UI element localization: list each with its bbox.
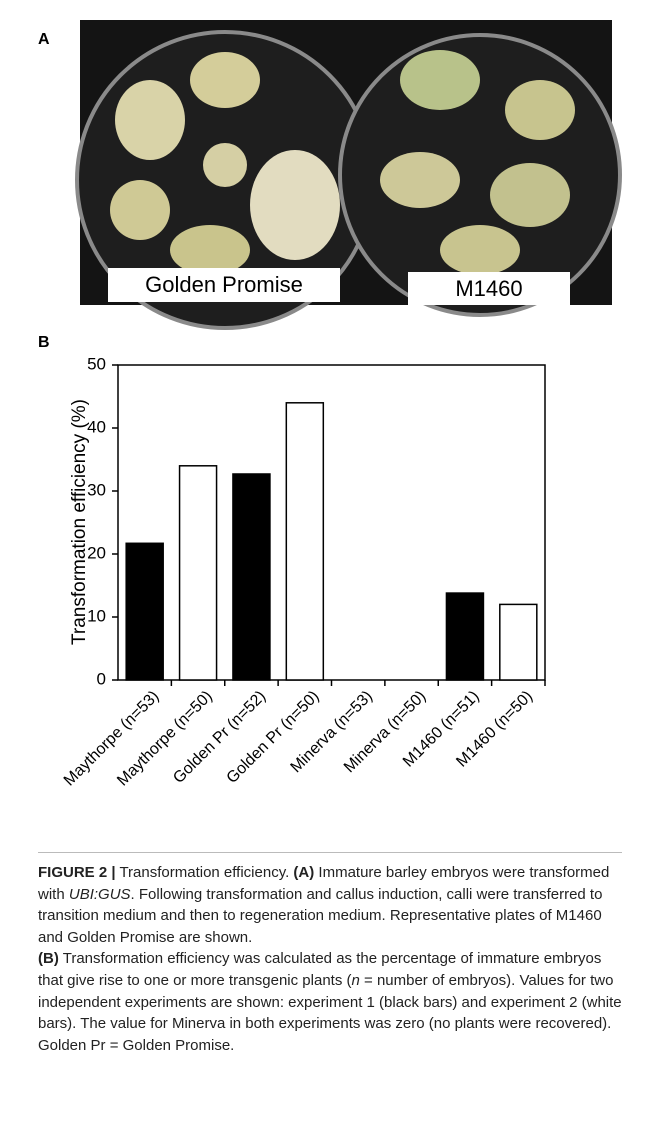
panel-label: A: [38, 31, 50, 48]
photo: Golden Promise M1460: [77, 20, 620, 328]
divider: [38, 852, 622, 853]
bar: [446, 593, 483, 680]
part-label: (B): [38, 950, 59, 967]
y-tick-label: 30: [87, 480, 106, 499]
bar: [126, 543, 163, 680]
y-tick-label: 0: [97, 669, 106, 688]
x-tick-label: Golden Pr (n=52): [170, 688, 269, 787]
figure-label: FIGURE 2 |: [38, 864, 116, 881]
gene-name: UBI:GUS: [69, 886, 131, 903]
caption-paragraph: FIGURE 2 | Transformation efficiency. (A…: [38, 862, 628, 948]
x-tick-label: Maythorpe (n=53): [61, 688, 163, 790]
y-tick-label: 20: [87, 543, 106, 562]
bar: [286, 403, 323, 680]
photo-label: M1460: [455, 276, 522, 301]
x-tick-label: Maythorpe (n=50): [114, 688, 216, 790]
bar: [500, 604, 537, 680]
y-tick-label: 10: [87, 606, 106, 625]
caption-title: Transformation efficiency.: [119, 864, 289, 881]
bar: [233, 474, 270, 680]
figure: A Golden Promise M1460 B Transformation …: [0, 0, 657, 845]
caption: FIGURE 2 | Transformation efficiency. (A…: [38, 862, 628, 1056]
panel-label: B: [38, 334, 50, 351]
y-tick-label: 40: [87, 417, 106, 436]
bar: [180, 466, 217, 680]
symbol: n: [352, 972, 360, 989]
part-label: (A): [293, 864, 314, 881]
x-tick-label: Golden Pr (n=50): [223, 688, 322, 787]
y-tick-label: 50: [87, 354, 106, 373]
caption-paragraph: (B) Transformation efficiency was calcul…: [38, 948, 628, 1056]
photo-label: Golden Promise: [145, 272, 303, 297]
page: A Golden Promise M1460 B Transformation …: [0, 0, 657, 1141]
